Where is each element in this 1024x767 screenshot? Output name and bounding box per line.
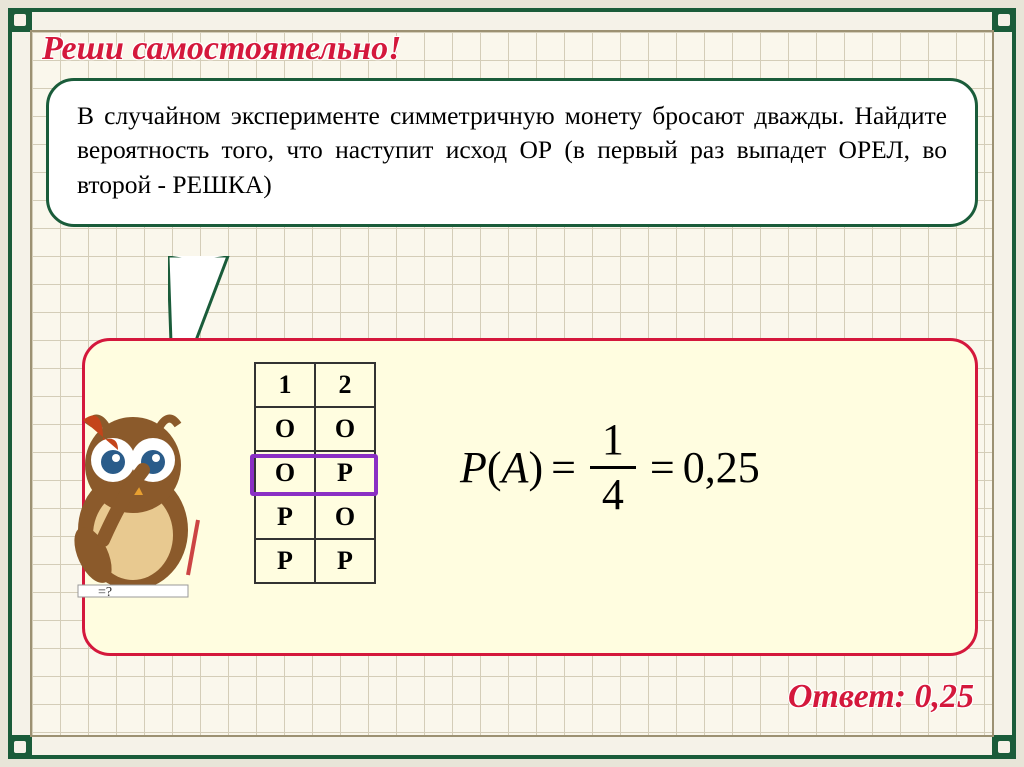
table-cell: Р: [315, 451, 375, 495]
table-cell: О: [255, 407, 315, 451]
table-header-cell: 1: [255, 363, 315, 407]
svg-text:=?: =?: [98, 585, 112, 600]
fraction-denominator: 4: [602, 469, 624, 517]
table-cell: Р: [315, 539, 375, 583]
problem-text: В случайном эксперименте симметричную мо…: [77, 101, 947, 199]
table-row: О Р: [255, 451, 375, 495]
corner-decoration: [8, 8, 32, 32]
probability-formula: P ( A ) = 1 4 = 0,25: [460, 418, 760, 517]
formula-equals: =: [650, 442, 675, 493]
formula-paren: ): [528, 442, 543, 493]
table-header-row: 1 2: [255, 363, 375, 407]
table-row: О О: [255, 407, 375, 451]
corner-decoration: [992, 735, 1016, 759]
table-cell: О: [255, 451, 315, 495]
formula-paren: (: [487, 442, 502, 493]
table-row: Р О: [255, 495, 375, 539]
table-cell: Р: [255, 495, 315, 539]
table-cell: Р: [255, 539, 315, 583]
owl-icon: =?: [48, 400, 218, 600]
formula-equals: =: [551, 442, 576, 493]
table-cell: О: [315, 407, 375, 451]
corner-decoration: [992, 8, 1016, 32]
slide-title: Реши самостоятельно!: [42, 30, 401, 68]
outcomes-table: 1 2 О О О Р Р О Р Р: [254, 362, 376, 584]
table-row: Р Р: [255, 539, 375, 583]
corner-decoration: [8, 735, 32, 759]
fraction-numerator: 1: [590, 418, 636, 469]
table-cell: О: [315, 495, 375, 539]
formula-var: P: [460, 442, 487, 493]
problem-bubble: В случайном эксперименте симметричную мо…: [46, 78, 978, 227]
table-header-cell: 2: [315, 363, 375, 407]
formula-result: 0,25: [683, 442, 760, 493]
formula-fraction: 1 4: [590, 418, 636, 517]
answer-line: Ответ: 0,25: [788, 678, 974, 716]
answer-value: 0,25: [915, 678, 975, 715]
formula-arg: A: [502, 442, 529, 493]
answer-label: Ответ:: [788, 678, 906, 715]
